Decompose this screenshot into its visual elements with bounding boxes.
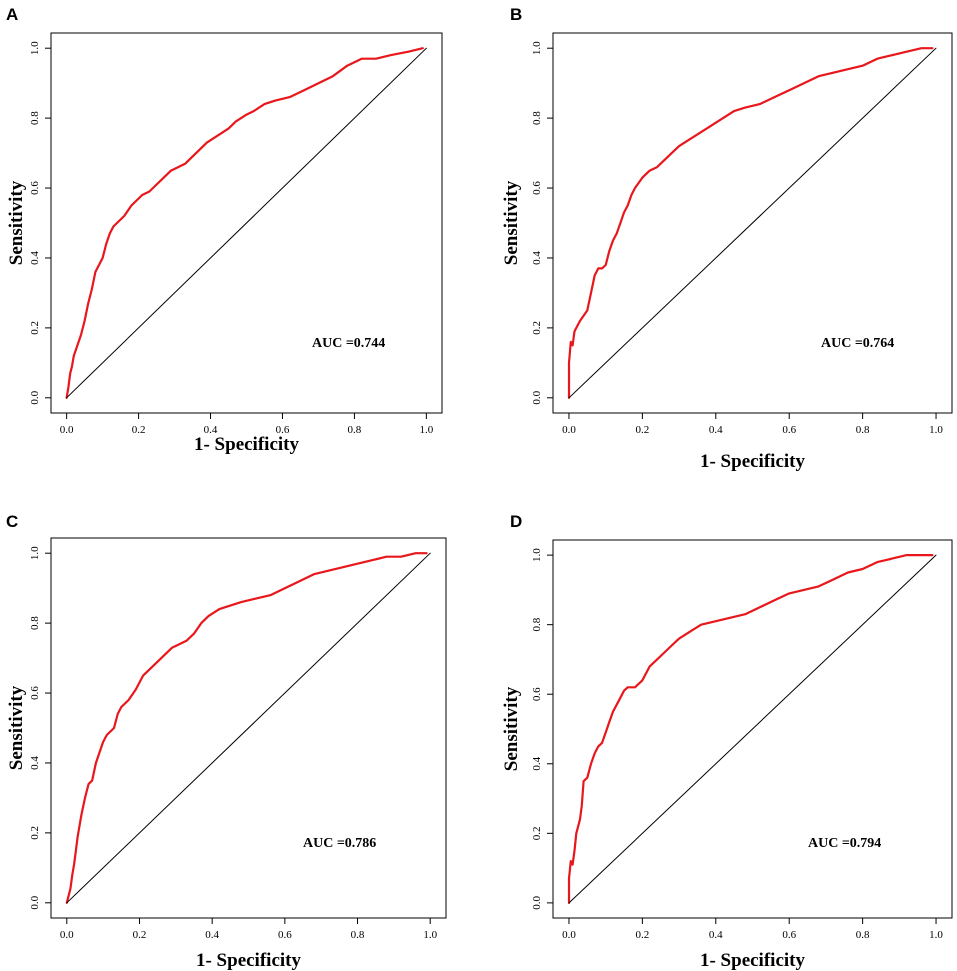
x-tick-label-b: 0.4 xyxy=(709,424,723,436)
y-tick-label-c: 1.0 xyxy=(29,546,41,560)
x-tick-label-a: 0.4 xyxy=(204,424,218,436)
panel-letter-d: D xyxy=(510,512,522,531)
roc-curve-d xyxy=(567,553,934,905)
y-tick-label-a: 0.2 xyxy=(29,321,41,335)
x-axis-title-c: 1- Specificity xyxy=(196,950,302,971)
y-tick-label-c: 0.6 xyxy=(29,686,41,700)
plot-frame-c xyxy=(50,537,447,919)
y-tick-label-c: 0.0 xyxy=(29,895,41,909)
plot-frame-a xyxy=(50,32,443,414)
x-tick-label-a: 0.2 xyxy=(132,424,146,436)
diagonal-reference-line-c xyxy=(66,552,431,904)
x-tick-label-b: 1.0 xyxy=(929,424,943,436)
x-tick-label-b: 0.2 xyxy=(636,424,650,436)
diagonal-reference-line-a xyxy=(66,47,427,399)
roc-curve-b xyxy=(567,47,934,399)
y-tick-label-c: 0.4 xyxy=(29,756,41,770)
x-tick-label-c: 1.0 xyxy=(423,929,437,941)
auc-annotation-d: AUC =0.794 xyxy=(808,836,881,851)
panel-d: D 0.0 0.2 0.4 0.6 0.8 1.0 0.0 0.2 0.4 0.6 0.8 1.0 1- … xyxy=(501,512,953,971)
x-axis-title-a: 1- Specificity xyxy=(194,434,300,455)
x-tick-label-d: 1.0 xyxy=(929,929,943,941)
panel-letter-c: C xyxy=(6,512,18,531)
y-tick-label-c: 0.8 xyxy=(29,616,41,630)
x-tick-label-d: 0.0 xyxy=(562,929,576,941)
auc-annotation-c: AUC =0.786 xyxy=(303,836,376,851)
y-axis-title-b: Sensitivity xyxy=(501,180,522,265)
panel-letter-a: A xyxy=(6,5,18,24)
y-tick-label-b: 0.0 xyxy=(531,390,543,404)
x-tick-label-a: 0.0 xyxy=(60,424,74,436)
y-tick-label-a: 0.0 xyxy=(29,390,41,404)
panel-b: B 0.0 0.2 0.4 0.6 0.8 1.0 0.0 0.2 0.4 0.6 0.8 1.0 1- … xyxy=(501,5,953,472)
y-tick-label-b: 0.4 xyxy=(531,251,543,265)
x-tick-label-b: 0.8 xyxy=(856,424,870,436)
x-tick-label-c: 0.2 xyxy=(133,929,147,941)
y-tick-label-d: 0.8 xyxy=(531,617,543,631)
x-tick-label-c: 0.4 xyxy=(205,929,219,941)
roc-curve-a xyxy=(65,47,424,399)
y-tick-label-a: 0.4 xyxy=(29,251,41,265)
y-tick-label-d: 0.4 xyxy=(531,756,543,770)
y-tick-label-b: 0.2 xyxy=(531,321,543,335)
auc-annotation-a: AUC =0.744 xyxy=(312,336,385,351)
x-tick-label-a: 0.8 xyxy=(348,424,362,436)
y-tick-label-b: 1.0 xyxy=(531,41,543,55)
y-tick-label-a: 1.0 xyxy=(29,41,41,55)
y-axis-title-a: Sensitivity xyxy=(6,180,27,265)
roc-curve-c xyxy=(65,552,428,904)
x-tick-label-d: 0.4 xyxy=(709,929,723,941)
y-tick-label-b: 0.6 xyxy=(531,181,543,195)
x-tick-label-a: 1.0 xyxy=(419,424,433,436)
x-axis-title-d: 1- Specificity xyxy=(700,950,806,971)
plot-frame-b xyxy=(552,32,953,414)
diagonal-reference-line-b xyxy=(568,47,937,399)
y-tick-label-d: 0.0 xyxy=(531,896,543,910)
panel-letter-b: B xyxy=(510,5,522,24)
panel-c: C 0.0 0.2 0.4 0.6 0.8 1.0 0.0 0.2 0.4 0.6 0.8 1.0 1- … xyxy=(6,512,447,971)
x-tick-label-a: 0.6 xyxy=(276,424,290,436)
x-tick-label-c: 0.8 xyxy=(351,929,365,941)
diagonal-reference-line-d xyxy=(568,554,937,904)
x-tick-label-d: 0.6 xyxy=(782,929,796,941)
y-tick-label-d: 0.2 xyxy=(531,826,543,840)
auc-annotation-b: AUC =0.764 xyxy=(821,336,894,351)
panel-a: A 0.0 0.2 0.4 0.6 0.8 1.0 0.0 0.2 0.4 0.6 0.8 1.0 1- … xyxy=(6,5,443,455)
y-axis-title-d: Sensitivity xyxy=(501,686,522,771)
x-axis-title-b: 1- Specificity xyxy=(700,451,806,472)
x-tick-label-b: 0.0 xyxy=(562,424,576,436)
x-tick-label-c: 0.0 xyxy=(60,929,74,941)
y-tick-label-b: 0.8 xyxy=(531,111,543,125)
y-tick-label-d: 0.6 xyxy=(531,687,543,701)
y-tick-label-a: 0.6 xyxy=(29,181,41,195)
x-tick-label-d: 0.2 xyxy=(636,929,650,941)
x-tick-label-d: 0.8 xyxy=(856,929,870,941)
y-tick-label-a: 0.8 xyxy=(29,111,41,125)
y-tick-label-c: 0.2 xyxy=(29,826,41,840)
y-tick-label-d: 1.0 xyxy=(531,548,543,562)
x-tick-label-c: 0.6 xyxy=(278,929,292,941)
y-axis-title-c: Sensitivity xyxy=(6,685,27,770)
x-tick-label-b: 0.6 xyxy=(782,424,796,436)
plot-frame-d xyxy=(552,539,953,919)
